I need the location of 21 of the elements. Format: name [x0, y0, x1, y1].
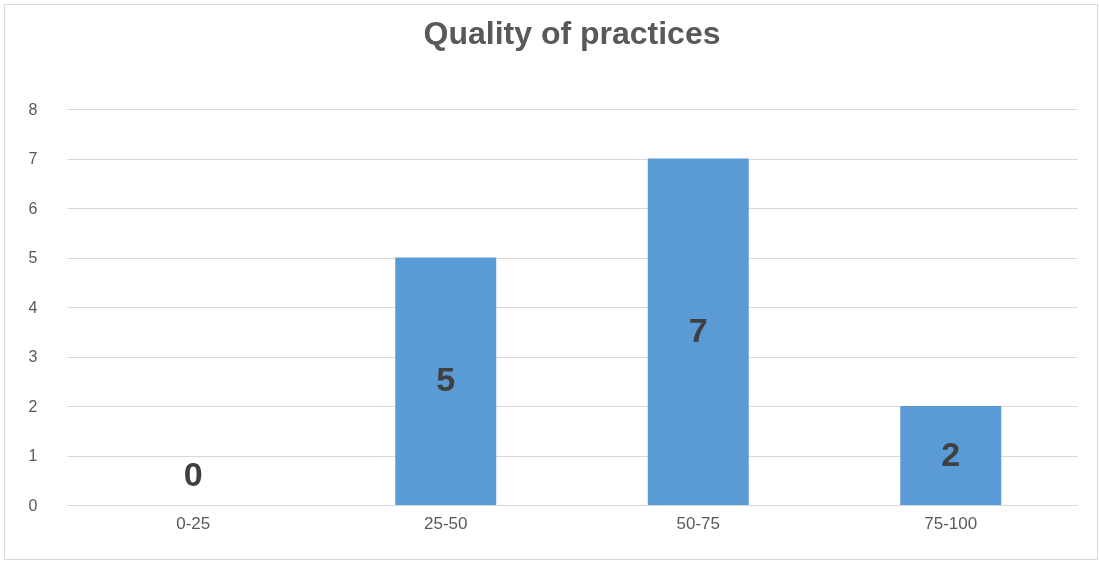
data-label: 0 [183, 455, 203, 493]
x-tick-label: 50-75 [676, 513, 720, 533]
bar [395, 257, 497, 505]
y-tick-label: 5 [28, 249, 38, 266]
y-tick-label: 4 [28, 298, 38, 316]
bar [900, 406, 1002, 505]
x-tick-label: 75-100 [924, 513, 978, 533]
data-label: 2 [941, 434, 961, 473]
y-tick-label: 6 [28, 199, 38, 217]
chart-title: Quality of practices [423, 15, 721, 51]
y-tick-label: 8 [28, 100, 38, 118]
y-tick-label: 0 [28, 496, 38, 514]
y-tick-label: 3 [28, 348, 38, 365]
x-tick-label: 0-25 [176, 513, 211, 533]
x-tick-label: 25-50 [424, 513, 468, 533]
bar [647, 158, 749, 505]
data-label: 7 [688, 310, 708, 349]
y-tick-label: 1 [28, 447, 38, 464]
data-label: 5 [436, 360, 456, 399]
y-tick-label: 7 [28, 150, 38, 167]
y-tick-label: 2 [28, 397, 38, 415]
